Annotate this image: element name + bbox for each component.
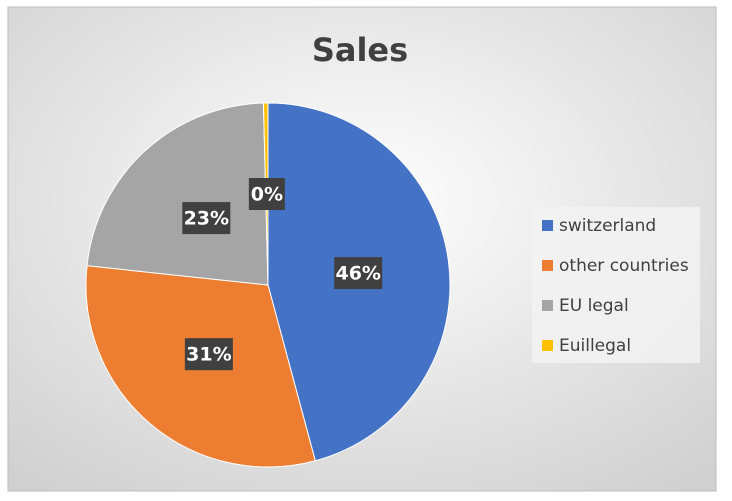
value-label-box: [248, 178, 285, 211]
legend-label: EU legal: [559, 296, 629, 316]
chart-title: Sales: [312, 31, 408, 69]
value-label: 23%: [184, 208, 229, 230]
value-label: 46%: [335, 263, 380, 285]
legend-label: Euillegal: [559, 336, 631, 356]
legend-label: switzerland: [559, 216, 656, 236]
pie-slice: [86, 102, 269, 286]
legend-swatch: [542, 340, 553, 351]
legend-swatch: [542, 260, 553, 271]
value-label-box: [182, 202, 231, 235]
legend-swatch: [542, 300, 553, 311]
value-label-box: [334, 257, 383, 290]
legend-swatch: [542, 220, 553, 231]
legend-box: [532, 207, 700, 363]
value-label: 31%: [186, 344, 231, 366]
value-label-box: [184, 338, 233, 371]
legend-label: other countries: [559, 256, 689, 276]
value-label: 0%: [251, 184, 283, 206]
